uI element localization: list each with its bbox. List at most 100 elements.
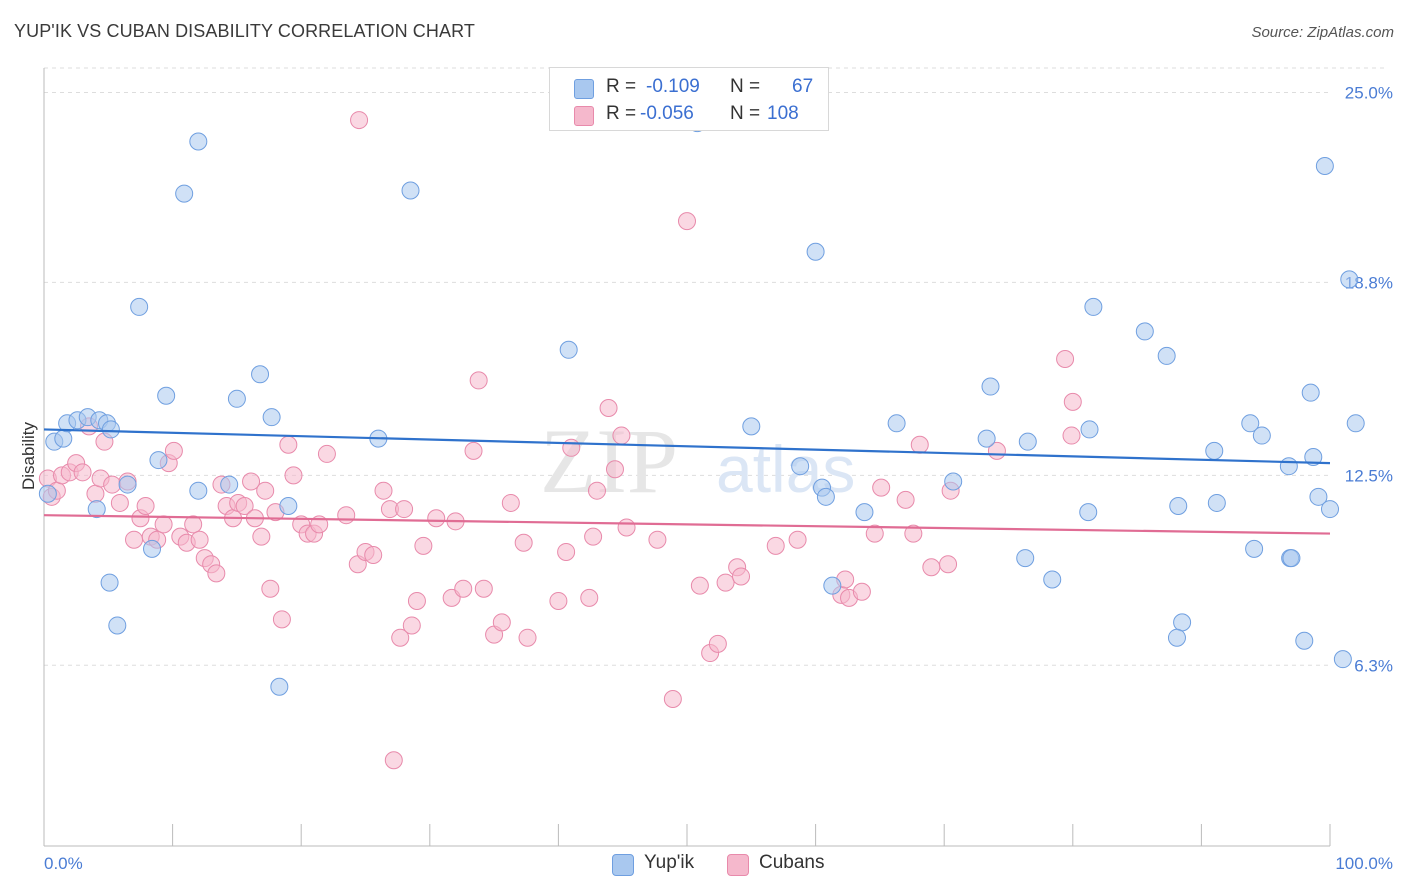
cubans-point xyxy=(690,576,709,595)
yupik-point xyxy=(189,481,208,500)
y-axis-label: Disability xyxy=(19,421,38,490)
legend-r-value: -0.056 xyxy=(640,103,694,124)
yupik-point xyxy=(54,429,73,448)
legend-n-value: 108 xyxy=(767,103,799,124)
cubans-point xyxy=(852,582,871,601)
yupik-point xyxy=(1079,503,1098,522)
yupik-point xyxy=(1321,500,1339,519)
cubans-point xyxy=(86,484,105,503)
yupik-point xyxy=(806,242,825,261)
yupik-point xyxy=(944,472,963,491)
watermark-zip: ZIP xyxy=(540,410,678,512)
cubans-point xyxy=(562,438,581,457)
cubans-point xyxy=(317,444,336,463)
cubans-point xyxy=(605,460,624,479)
cubans-point xyxy=(402,616,421,635)
yupik-point xyxy=(1346,414,1365,433)
y-tick-label: 25.0% xyxy=(1345,84,1393,103)
cubans-point xyxy=(464,441,483,460)
y-axis-tick-labels: 6.3%12.5%18.8%25.0% xyxy=(1345,84,1393,676)
yupik-point xyxy=(791,457,810,476)
yupik-point xyxy=(175,184,194,203)
yupik-point xyxy=(1084,297,1103,316)
cubans-point xyxy=(374,481,393,500)
yupik-point xyxy=(887,414,906,433)
yupik-point xyxy=(227,389,246,408)
yupik-point xyxy=(100,573,119,592)
yupik-point xyxy=(1252,426,1271,445)
yupik-point xyxy=(1309,487,1328,506)
cubans-point xyxy=(678,212,696,231)
cubans-point xyxy=(395,500,414,519)
cubans-point xyxy=(922,558,941,577)
cubans-point xyxy=(235,497,254,516)
legend-n-value: 67 xyxy=(792,76,814,97)
cubans-point xyxy=(663,689,682,708)
yupik-point xyxy=(742,417,761,436)
cubans-point xyxy=(279,435,298,454)
cubans-point xyxy=(272,610,291,629)
cubans-point xyxy=(384,751,403,770)
yupik-point xyxy=(157,386,176,405)
cubans-point xyxy=(584,527,603,546)
yupik-point xyxy=(1167,628,1186,647)
y-tick-label: 12.5% xyxy=(1345,466,1393,485)
cubans-point xyxy=(910,435,929,454)
cubans-point xyxy=(587,481,606,500)
cubans-point xyxy=(207,564,226,583)
cubans-point xyxy=(716,573,735,592)
legend-r-label: R = xyxy=(606,103,637,124)
cubans-point xyxy=(617,518,636,537)
yupik-point xyxy=(1018,432,1037,451)
yupik-legend-swatch xyxy=(612,854,634,876)
cubans-point xyxy=(454,579,473,598)
cubans-point xyxy=(557,542,576,561)
cubans-point xyxy=(549,591,568,610)
cubans-point xyxy=(110,493,129,512)
cubans-point xyxy=(708,634,727,653)
cubans-point xyxy=(136,497,155,516)
yupik-point xyxy=(1205,441,1224,460)
cubans-point xyxy=(1063,392,1082,411)
yupik-point xyxy=(189,132,208,151)
cubans-swatch xyxy=(574,106,594,126)
cubans-points xyxy=(38,111,1082,770)
cubans-point xyxy=(242,472,261,491)
cubans-point xyxy=(492,613,511,632)
legend-n-label: N = xyxy=(730,76,761,97)
cubans-point xyxy=(284,466,303,485)
trend-lines xyxy=(43,428,1331,535)
yupik-point xyxy=(87,500,106,519)
yupik-point xyxy=(855,503,874,522)
cubans-point xyxy=(872,478,891,497)
stats-legend: R = -0.109 N = 67 R = -0.056 N = 108 xyxy=(549,67,829,131)
x-tick-label-min: 0.0% xyxy=(44,854,83,873)
cubans-point xyxy=(1062,426,1081,445)
cubans-point xyxy=(518,628,537,647)
yupik-point xyxy=(816,487,835,506)
yupik-point xyxy=(1333,650,1352,669)
yupik-point xyxy=(108,616,127,635)
cubans-point xyxy=(73,463,92,482)
cubans-point xyxy=(474,579,493,598)
yupik-point xyxy=(220,475,239,494)
yupik-point xyxy=(1340,270,1359,289)
yupik-point xyxy=(1016,549,1035,568)
cubans-point xyxy=(350,111,369,130)
cubans-legend-swatch xyxy=(727,854,749,876)
yupik-point xyxy=(559,340,578,359)
cubans-point xyxy=(648,530,667,549)
cubans-point xyxy=(154,515,173,534)
yupik-legend-label: Yup'ik xyxy=(644,852,695,873)
source-label: Source: ZipAtlas.com xyxy=(1251,24,1394,41)
yupik-point xyxy=(1241,414,1260,433)
yupik-point xyxy=(1279,457,1298,476)
yupik-point xyxy=(1207,493,1226,512)
cubans-point xyxy=(766,536,785,555)
cubans-point xyxy=(732,567,751,586)
cubans-point xyxy=(256,481,275,500)
yupik-point xyxy=(130,297,149,316)
yupik-point xyxy=(1043,570,1062,589)
cubans-point xyxy=(364,546,383,565)
yupik-points xyxy=(38,114,1365,696)
